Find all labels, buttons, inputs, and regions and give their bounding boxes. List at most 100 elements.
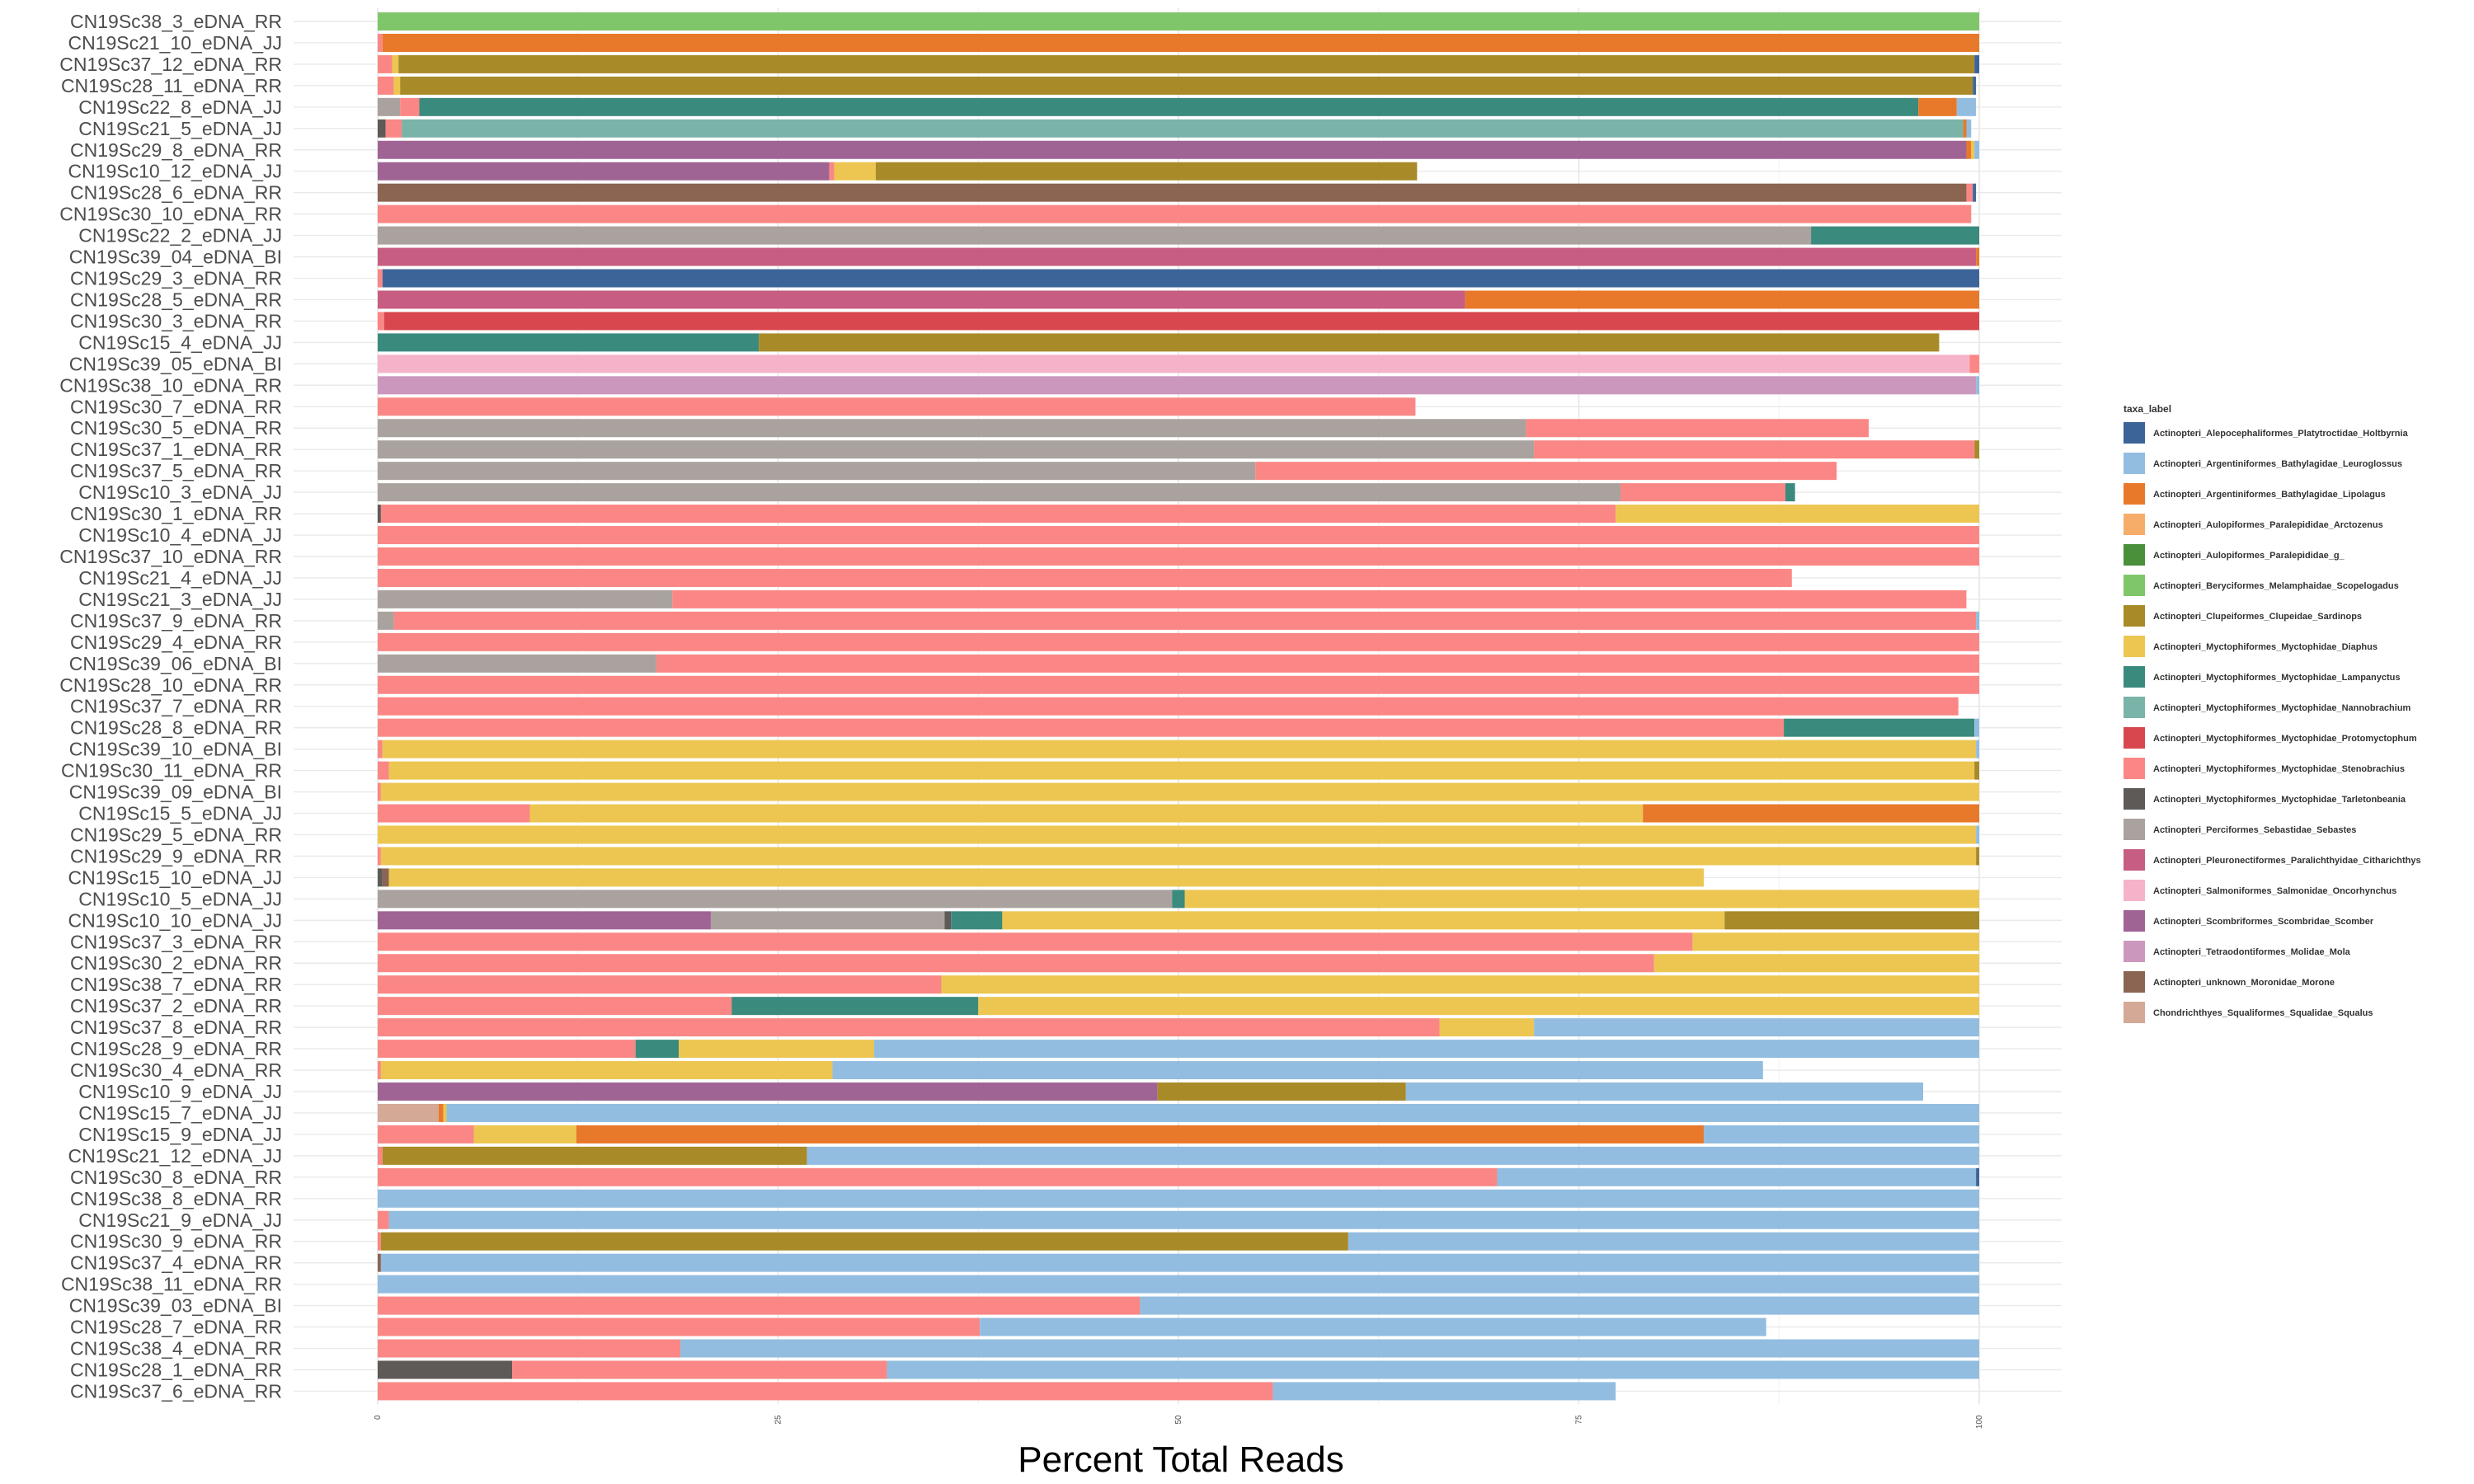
bar-segment-dia bbox=[380, 1061, 833, 1080]
legend-swatch bbox=[2124, 880, 2145, 901]
x-tick-label: 0 bbox=[374, 1415, 383, 1420]
x-tick-label: 50 bbox=[1174, 1415, 1183, 1425]
bar-segment-ste bbox=[385, 119, 402, 138]
bar-segment-ste bbox=[378, 782, 381, 801]
bar-segment-ste bbox=[1969, 355, 1979, 373]
y-tick-label: CN19Sc38_7_eDNA_RR bbox=[70, 974, 282, 995]
legend-swatch bbox=[2124, 453, 2145, 474]
bar-segment-seb bbox=[710, 911, 945, 930]
y-tick-label: CN19Sc37_4_eDNA_RR bbox=[70, 1252, 282, 1274]
legend-label: Actinopteri_Myctophiformes_Myctophidae_S… bbox=[2153, 764, 2405, 774]
bar-segment-scb bbox=[378, 911, 711, 930]
bar-segment-dia bbox=[388, 761, 1975, 780]
bar-segment-ste bbox=[378, 1296, 1141, 1315]
bar-segment-leu bbox=[1956, 97, 1977, 116]
bar-segment-leu bbox=[378, 1189, 1979, 1208]
legend-swatch bbox=[2124, 941, 2145, 962]
bar-segment-ste bbox=[378, 54, 393, 73]
y-tick-label: CN19Sc21_12_eDNA_JJ bbox=[68, 1145, 282, 1167]
legend-swatch bbox=[2124, 910, 2145, 932]
bar-segment-squ bbox=[378, 1103, 439, 1122]
y-tick-label: CN19Sc30_8_eDNA_RR bbox=[70, 1167, 282, 1188]
y-tick-label: CN19Sc38_11_eDNA_RR bbox=[61, 1274, 282, 1295]
bar-segment-ste bbox=[378, 1146, 383, 1165]
y-tick-label: CN19Sc29_4_eDNA_RR bbox=[70, 632, 282, 653]
bar-segment-ste bbox=[378, 847, 381, 866]
bar-segment-leu bbox=[388, 1210, 1979, 1229]
bar-segment-dia bbox=[1692, 932, 1979, 951]
y-tick-label: CN19Sc37_9_eDNA_RR bbox=[70, 610, 282, 632]
legend-swatch bbox=[2124, 422, 2145, 444]
bar-segment-lip bbox=[382, 33, 1980, 52]
y-tick-label: CN19Sc37_7_eDNA_RR bbox=[70, 696, 282, 717]
bar-segment-ste bbox=[378, 1382, 1273, 1401]
bar-segment-dia bbox=[1971, 140, 1975, 159]
bar-segment-dia bbox=[443, 1103, 447, 1122]
bar-segment-leu bbox=[1976, 611, 1979, 630]
bar-segment-dia bbox=[978, 997, 1979, 1016]
bar-segment-sar bbox=[759, 333, 1940, 352]
bar-segment-leu bbox=[1348, 1232, 1979, 1251]
bar-segment-lip bbox=[1976, 247, 1979, 266]
bar-segment-hol bbox=[382, 269, 1980, 288]
y-tick-label: CN19Sc39_05_eDNA_BI bbox=[69, 353, 282, 374]
y-tick-label: CN19Sc21_3_eDNA_JJ bbox=[78, 589, 282, 610]
y-tick-label: CN19Sc39_10_eDNA_BI bbox=[69, 739, 282, 760]
bar-segment-lam bbox=[1785, 483, 1795, 502]
legend-label: Actinopteri_Myctophiformes_Myctophidae_T… bbox=[2153, 795, 2406, 805]
bar-segment-lam bbox=[635, 1040, 680, 1059]
bar-segment-ste bbox=[378, 632, 1979, 651]
bar-segment-sar bbox=[1974, 440, 1979, 459]
legend-label: Actinopteri_Myctophiformes_Myctophidae_P… bbox=[2153, 734, 2417, 744]
bar-segment-ste bbox=[378, 1317, 981, 1336]
legend: taxa_label Actinopteri_Alepocephaliforme… bbox=[2124, 403, 2421, 1023]
bar-segment-hol bbox=[1974, 54, 1979, 73]
bar-segment-dia bbox=[392, 54, 399, 73]
bar-segment-ste bbox=[378, 568, 1792, 587]
bar-segment-ste bbox=[1966, 183, 1973, 202]
legend-swatch bbox=[2124, 1002, 2145, 1023]
y-tick-label: CN19Sc21_5_eDNA_JJ bbox=[78, 118, 282, 139]
bar-segment-dia bbox=[1653, 954, 1979, 973]
bar-segment-leu bbox=[807, 1146, 1979, 1165]
bar-segment-leu bbox=[680, 1339, 1979, 1358]
y-tick-label: CN19Sc28_7_eDNA_RR bbox=[70, 1317, 282, 1338]
legend-label: Actinopteri_Alepocephaliformes_Platytroc… bbox=[2153, 429, 2409, 439]
bar-segment-seb bbox=[378, 483, 1620, 502]
y-tick-label: CN19Sc28_6_eDNA_RR bbox=[70, 182, 282, 204]
y-tick-label: CN19Sc15_4_eDNA_JJ bbox=[78, 331, 282, 353]
bar-segment-seb bbox=[378, 890, 1173, 909]
bar-segment-leu bbox=[1966, 119, 1972, 138]
bar-segment-ste bbox=[656, 654, 1980, 673]
bar-segment-dia bbox=[1439, 1018, 1535, 1037]
y-tick-label: CN19Sc38_3_eDNA_RR bbox=[70, 11, 282, 32]
y-tick-label: CN19Sc10_4_eDNA_JJ bbox=[78, 524, 282, 546]
bar-segment-leu bbox=[380, 1253, 1979, 1272]
x-tick-label: 75 bbox=[1575, 1415, 1584, 1425]
bar-segment-lam bbox=[419, 97, 1919, 116]
bar-segment-ste bbox=[378, 1061, 381, 1080]
bar-segment-ste bbox=[378, 932, 1693, 951]
bar-segment-scb bbox=[378, 162, 830, 181]
bar-segment-lip bbox=[1918, 97, 1957, 116]
x-tick-label: 100 bbox=[1975, 1415, 1984, 1429]
bar-segment-ste bbox=[378, 997, 732, 1016]
bar-segment-ste bbox=[378, 76, 394, 95]
bar-segment-ste bbox=[378, 740, 383, 758]
bar-segment-leu bbox=[1974, 718, 1979, 737]
bar-segment-ste bbox=[512, 1360, 887, 1379]
x-tick-label: 25 bbox=[774, 1415, 783, 1425]
bar-segment-lam bbox=[731, 997, 979, 1016]
bar-segment-mor bbox=[378, 1253, 381, 1272]
bar-segment-leu bbox=[446, 1103, 1979, 1122]
bar-segment-lip bbox=[1465, 290, 1979, 309]
bar-segment-leu bbox=[1497, 1167, 1977, 1186]
legend-label: Actinopteri_Myctophiformes_Myctophidae_L… bbox=[2153, 673, 2401, 683]
bar-segment-lip bbox=[1643, 804, 1979, 823]
bar-segment-dia bbox=[388, 868, 1704, 887]
bar-segment-cit bbox=[378, 290, 1465, 309]
bar-segment-dia bbox=[941, 975, 1979, 994]
bar-segment-hol bbox=[1973, 183, 1977, 202]
y-tick-label: CN19Sc38_8_eDNA_RR bbox=[70, 1188, 282, 1209]
bar-segment-lip bbox=[576, 1125, 1704, 1144]
